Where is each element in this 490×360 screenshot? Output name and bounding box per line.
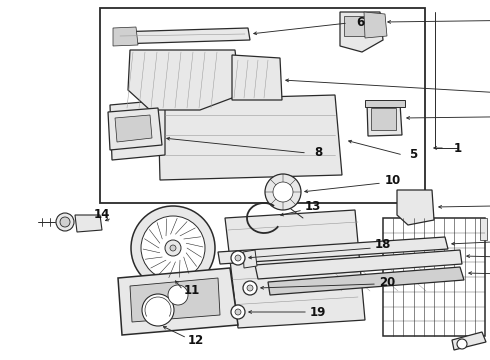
Circle shape [168, 285, 188, 305]
Polygon shape [108, 108, 162, 150]
Circle shape [231, 305, 245, 319]
Polygon shape [113, 27, 138, 46]
Text: 13: 13 [305, 201, 321, 213]
Polygon shape [365, 100, 405, 107]
Circle shape [60, 217, 70, 227]
Polygon shape [340, 12, 383, 52]
Circle shape [243, 281, 257, 295]
Circle shape [56, 213, 74, 231]
Polygon shape [118, 268, 238, 335]
Circle shape [265, 174, 301, 210]
Circle shape [247, 285, 253, 291]
Polygon shape [158, 95, 342, 180]
Text: 8: 8 [314, 147, 322, 159]
Text: 11: 11 [184, 284, 200, 297]
Polygon shape [397, 190, 434, 225]
Circle shape [235, 255, 241, 261]
Text: 6: 6 [356, 17, 364, 30]
Circle shape [273, 182, 293, 202]
Bar [383, 218, 485, 336]
Text: 19: 19 [310, 306, 326, 320]
Polygon shape [364, 12, 387, 38]
Text: 18: 18 [375, 238, 391, 252]
Polygon shape [480, 218, 487, 240]
Text: 20: 20 [379, 275, 395, 288]
Polygon shape [115, 115, 152, 142]
Text: 10: 10 [385, 174, 401, 186]
Polygon shape [232, 55, 282, 100]
Circle shape [235, 309, 241, 315]
Polygon shape [75, 215, 102, 232]
Polygon shape [225, 210, 365, 328]
Polygon shape [268, 267, 464, 295]
Circle shape [231, 251, 245, 265]
Polygon shape [128, 50, 240, 110]
Text: 12: 12 [188, 333, 204, 346]
Polygon shape [371, 108, 396, 130]
Text: 1: 1 [454, 141, 462, 154]
Polygon shape [218, 237, 448, 264]
Bar [100, 8, 425, 203]
Circle shape [131, 206, 215, 290]
Polygon shape [452, 332, 486, 350]
Polygon shape [255, 250, 462, 279]
Circle shape [141, 216, 205, 280]
Polygon shape [110, 100, 165, 160]
Polygon shape [367, 103, 402, 136]
Circle shape [142, 294, 174, 326]
Circle shape [170, 245, 176, 251]
Bar [344, 16, 368, 36]
Circle shape [165, 240, 181, 256]
Text: 5: 5 [409, 148, 417, 162]
Polygon shape [130, 278, 220, 322]
Text: 14: 14 [94, 208, 110, 221]
Polygon shape [115, 28, 250, 44]
Polygon shape [243, 250, 257, 268]
Circle shape [457, 339, 467, 349]
